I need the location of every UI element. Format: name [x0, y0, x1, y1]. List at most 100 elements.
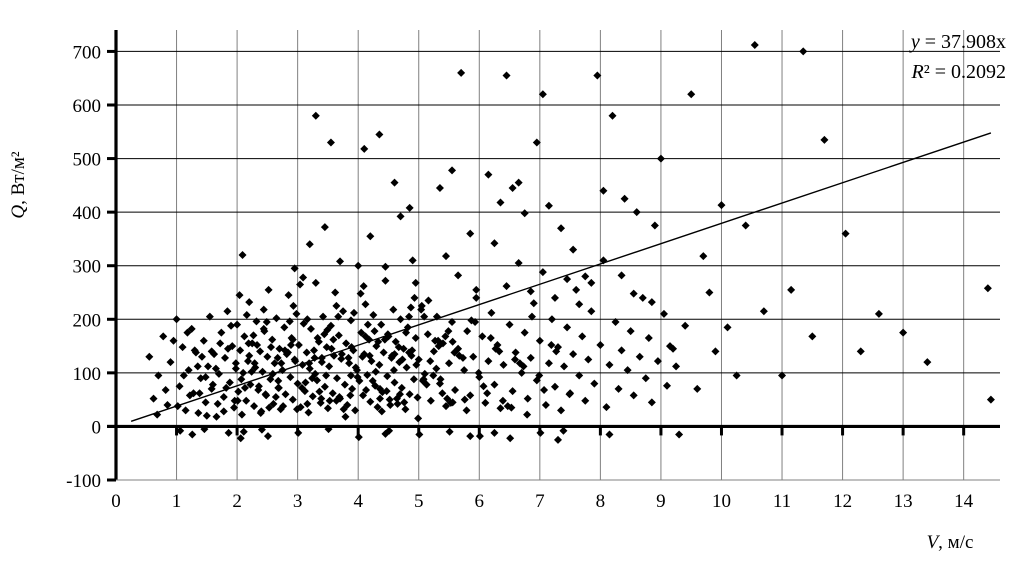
data-point [672, 362, 681, 371]
data-point [195, 389, 204, 398]
data-point [511, 355, 520, 364]
data-point [230, 403, 239, 412]
data-point [490, 428, 499, 437]
xtick-label-9: 9 [656, 491, 666, 512]
data-point [435, 184, 444, 193]
data-point [669, 344, 678, 353]
data-point [563, 275, 572, 284]
data-point [422, 380, 431, 389]
data-point [381, 429, 390, 438]
data-point [383, 372, 392, 381]
data-point [647, 298, 656, 307]
data-point [293, 379, 302, 388]
data-point [629, 391, 638, 400]
data-point [290, 264, 299, 273]
data-point [245, 351, 254, 360]
data-point [434, 342, 443, 351]
data-point [389, 305, 398, 314]
data-point [264, 285, 273, 294]
data-point [297, 383, 306, 392]
data-point [149, 394, 158, 403]
data-point [412, 360, 421, 369]
data-point [414, 414, 423, 423]
ytick-label-100: 100 [73, 364, 102, 385]
data-point [351, 406, 360, 415]
data-point [201, 398, 210, 407]
data-point [438, 389, 447, 398]
data-point [581, 396, 590, 405]
xtick-label-8: 8 [596, 491, 606, 512]
data-point [923, 358, 932, 367]
data-point [441, 402, 450, 411]
data-point [306, 324, 315, 333]
data-point [193, 362, 202, 371]
data-point [371, 367, 380, 376]
data-point [335, 392, 344, 401]
data-point [547, 341, 556, 349]
data-point [723, 323, 732, 332]
data-point [423, 330, 432, 339]
data-point [550, 293, 559, 302]
data-point [395, 390, 404, 399]
data-point [699, 252, 708, 261]
data-point [389, 366, 398, 375]
r-squared-label: R² = 0.2092 [911, 61, 1007, 83]
data-point [175, 382, 184, 391]
data-point [899, 328, 908, 337]
data-point [462, 406, 471, 415]
data-point [445, 427, 454, 436]
data-point [400, 398, 409, 407]
data-point [375, 360, 384, 369]
data-point [517, 368, 526, 377]
data-point [363, 320, 372, 329]
data-point [366, 232, 375, 241]
xtick-label-13: 13 [894, 491, 913, 512]
data-point [286, 373, 295, 382]
data-point [259, 305, 268, 314]
data-point [292, 309, 301, 318]
data-point [194, 409, 203, 418]
data-point [620, 194, 629, 203]
data-point [242, 311, 251, 319]
data-point [484, 357, 493, 366]
data-point [359, 391, 368, 400]
data-point [163, 401, 172, 409]
data-point [273, 353, 282, 362]
data-point [309, 346, 318, 355]
data-point [441, 252, 450, 261]
data-point [277, 359, 286, 368]
data-point [495, 347, 504, 356]
data-point [259, 324, 268, 333]
data-point [472, 285, 481, 294]
data-point [349, 308, 358, 317]
data-point [520, 209, 529, 218]
data-point [732, 371, 741, 380]
data-point [419, 375, 428, 384]
data-point [484, 170, 493, 179]
data-point [505, 320, 514, 329]
data-point [268, 335, 277, 344]
data-point [236, 346, 245, 355]
data-point [434, 336, 443, 345]
data-point [490, 380, 499, 389]
data-point [381, 276, 390, 285]
data-point [244, 339, 253, 348]
data-point [650, 221, 659, 230]
data-point [681, 321, 690, 330]
data-point [227, 321, 236, 330]
data-point [271, 392, 280, 401]
xtick-label-10: 10 [712, 491, 731, 512]
data-point [544, 359, 553, 368]
data-point [429, 347, 438, 356]
data-point [408, 256, 417, 265]
data-point [405, 312, 414, 321]
data-point [346, 371, 355, 380]
data-point [313, 334, 322, 343]
data-point [641, 374, 650, 383]
data-point [563, 323, 572, 332]
data-point [508, 184, 517, 193]
data-point [413, 393, 422, 402]
data-point [401, 405, 410, 414]
data-point [253, 341, 262, 349]
